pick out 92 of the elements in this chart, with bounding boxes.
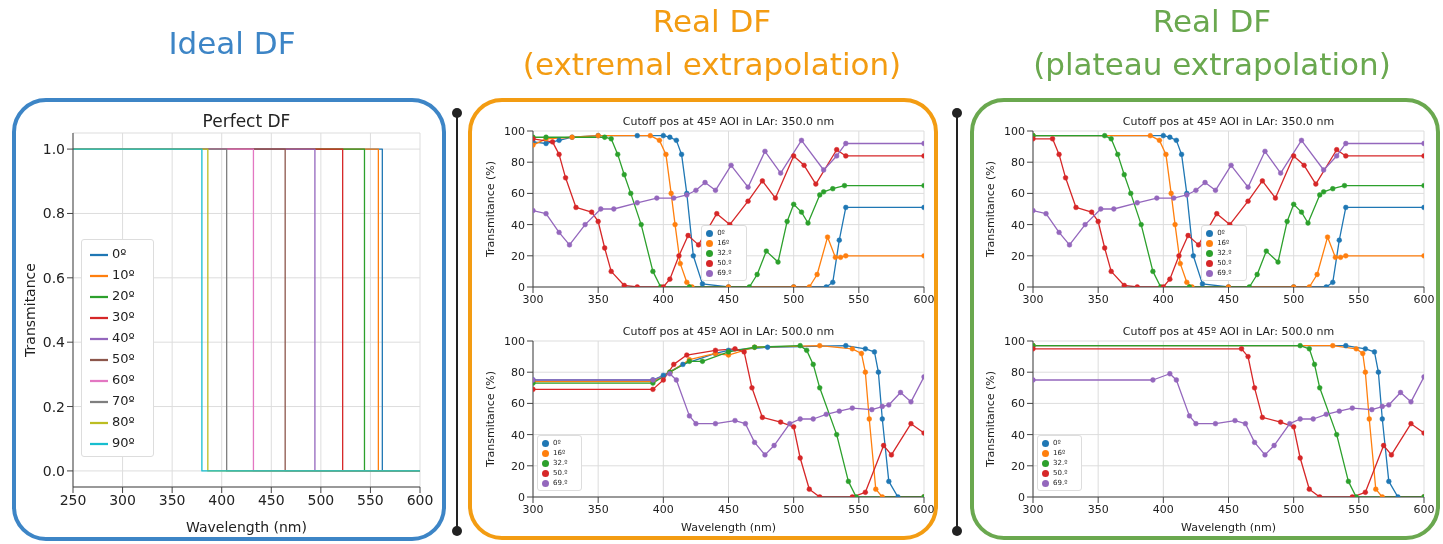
x-tick-label: 600 — [1413, 502, 1435, 516]
x-tick-label: 300 — [109, 491, 136, 508]
x-tick-label: 300 — [522, 292, 544, 306]
y-tick-label: 60 — [511, 397, 525, 411]
y-tick-label: 80 — [1011, 366, 1025, 380]
x-tick-label: 550 — [848, 502, 870, 516]
y-tick-label: 20 — [1011, 459, 1025, 473]
text: Ideal DF — [167, 24, 297, 63]
y-tick-label: 1.0 — [42, 141, 65, 158]
x-tick-label: 500 — [1283, 502, 1305, 516]
x-tick-label: 600 — [1413, 292, 1435, 306]
y-tick-label: 0 — [518, 490, 525, 504]
x-tick-label: 300 — [1022, 502, 1044, 516]
chart-title: Cutoff pos at 45º AOI in LAr: 500.0 nm — [1121, 325, 1336, 338]
x-tick-label: 500 — [307, 491, 335, 508]
y-tick-label: 0.4 — [42, 334, 66, 351]
x-axis-title: Wavelength (nm) — [1180, 521, 1277, 534]
y-tick-label: 20 — [511, 249, 525, 263]
x-tick-label: 350 — [1087, 292, 1109, 306]
y-tick-label: 40 — [1011, 428, 1025, 442]
text: Real DF (plateau extrapolation) — [1032, 2, 1392, 84]
x-tick-label: 300 — [1022, 292, 1044, 306]
y-tick-label: 80 — [511, 156, 525, 170]
y-tick-label: 60 — [1011, 397, 1025, 411]
legend-label: 40º — [112, 330, 135, 346]
legend-label: 10º — [112, 267, 135, 283]
x-tick-label: 400 — [652, 502, 674, 516]
y-tick-label: 80 — [511, 366, 525, 380]
y-tick-label: 40 — [511, 428, 525, 442]
y-tick-label: 40 — [511, 218, 525, 232]
x-axis-title: Wavelength (nm) — [680, 521, 777, 534]
y-axis-title: Transmitance — [21, 263, 38, 358]
x-tick-label: 600 — [406, 491, 434, 508]
x-tick-label: 500 — [783, 292, 805, 306]
chart-title: Cutoff pos at 45º AOI in LAr: 500.0 nm — [621, 325, 836, 338]
x-tick-label: 550 — [357, 491, 384, 508]
y-tick-label: 0.6 — [42, 269, 66, 286]
y-tick-label: 80 — [1011, 156, 1025, 170]
x-tick-label: 550 — [848, 292, 870, 306]
y-tick-label: 40 — [1011, 218, 1025, 232]
y-tick-label: 100 — [1004, 334, 1025, 348]
x-tick-label: 400 — [652, 292, 674, 306]
x-tick-label: 400 — [1152, 292, 1174, 306]
chart-title: Cutoff pos at 45º AOI in LAr: 350.0 nm — [621, 115, 836, 128]
y-tick-label: 100 — [504, 124, 525, 138]
x-tick-label: 600 — [913, 502, 935, 516]
y-tick-label: 20 — [1011, 249, 1025, 263]
x-tick-label: 350 — [158, 491, 186, 508]
y-tick-label: 0 — [1018, 280, 1025, 294]
legend-label: 30º — [112, 309, 135, 325]
y-tick-label: 20 — [511, 459, 525, 473]
x-tick-label: 300 — [522, 502, 544, 516]
y-axis-title: Transmitance (%) — [983, 160, 997, 259]
legend-label: 0º — [112, 246, 127, 262]
x-axis-title: Wavelength (nm) — [186, 519, 307, 535]
x-tick-label: 500 — [783, 502, 805, 516]
chart-title: Cutoff pos at 45º AOI in LAr: 350.0 nm — [1121, 115, 1336, 128]
x-tick-label: 550 — [1348, 502, 1370, 516]
x-tick-label: 500 — [1283, 292, 1305, 306]
x-tick-label: 450 — [718, 292, 739, 306]
y-tick-label: 100 — [1004, 124, 1025, 138]
x-tick-label: 450 — [718, 502, 739, 516]
x-tick-label: 350 — [587, 502, 609, 516]
chart-title: Perfect DF — [201, 111, 292, 131]
y-axis-title: Transmitance (%) — [483, 160, 497, 259]
x-tick-label: 350 — [587, 292, 609, 306]
x-tick-label: 350 — [1087, 502, 1109, 516]
y-tick-label: 0 — [1018, 490, 1025, 504]
x-tick-label: 600 — [913, 292, 935, 306]
y-tick-label: 0.2 — [42, 398, 65, 415]
y-tick-label: 60 — [511, 187, 525, 201]
x-tick-label: 450 — [1218, 292, 1239, 306]
y-tick-label: 60 — [1011, 187, 1025, 201]
legend-label: 90º — [112, 435, 135, 451]
x-tick-label: 550 — [1348, 292, 1370, 306]
y-axis-title: Transmitance (%) — [483, 370, 497, 469]
x-tick-label: 400 — [208, 491, 236, 508]
legend-label: 60º — [112, 372, 135, 388]
text: Real DF (extremal extrapolation) — [521, 2, 903, 84]
x-tick-label: 400 — [1152, 502, 1174, 516]
legend-label: 80º — [112, 414, 135, 430]
y-axis-title: Transmitance (%) — [983, 370, 997, 469]
legend-label: 70º — [112, 393, 135, 409]
x-tick-label: 250 — [59, 491, 87, 508]
x-tick-label: 450 — [1218, 502, 1239, 516]
y-tick-label: 0.8 — [42, 205, 65, 222]
legend-label: 50º — [112, 351, 135, 367]
x-tick-label: 450 — [257, 491, 285, 508]
y-tick-label: 0.0 — [42, 462, 65, 479]
legend-label: 20º — [112, 288, 135, 304]
y-tick-label: 0 — [518, 280, 525, 294]
y-tick-label: 100 — [504, 334, 525, 348]
